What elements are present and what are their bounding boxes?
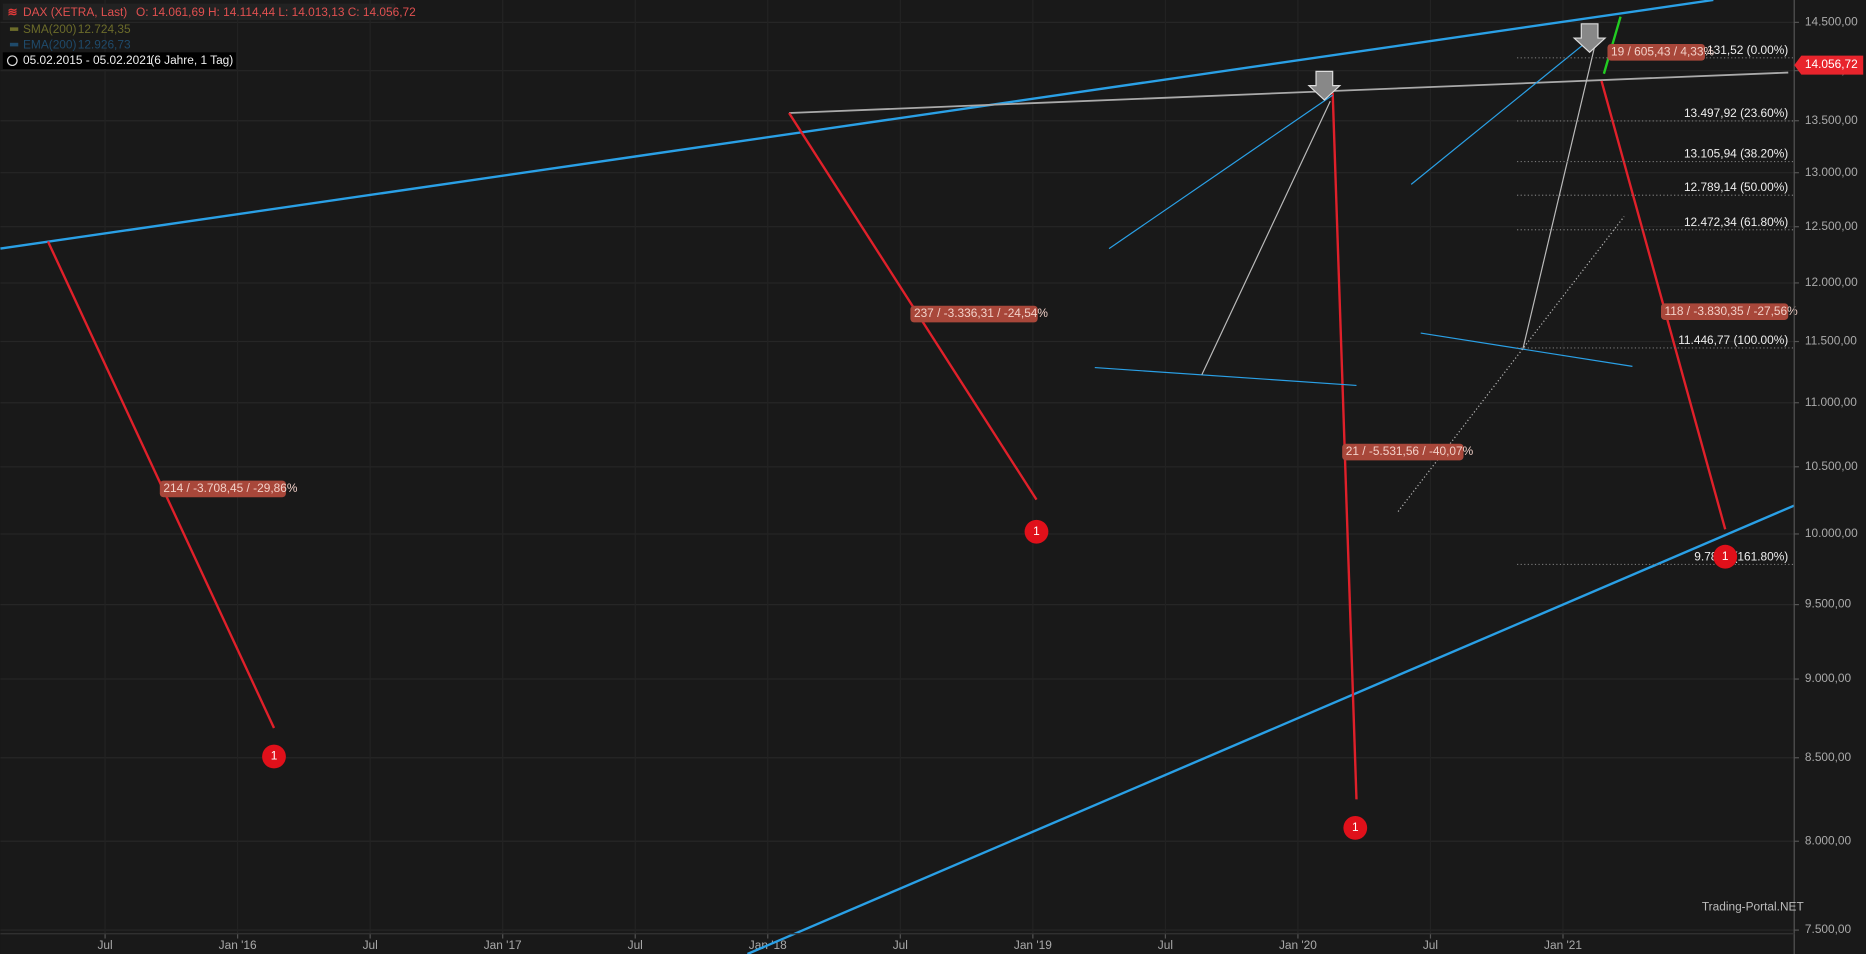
overlay: 14.131,52 (0.00%) 13.497,92 (23.60%) 13.10…	[159, 43, 1799, 840]
fib-label: 12.472,34 (61.80%)	[1684, 215, 1788, 229]
annotation: 19 / 605,43 / 4,33%	[1611, 44, 1714, 58]
marker-label: 1	[271, 749, 278, 763]
annotation-box	[910, 305, 1038, 323]
trend-channel-bottom	[746, 504, 1795, 954]
header-bg	[2, 3, 396, 21]
marker	[1024, 519, 1049, 544]
helper-line	[1201, 100, 1331, 375]
y-tick-label: 12.000,00	[1805, 275, 1858, 289]
y-tick-label: 13.500,00	[1805, 113, 1858, 127]
resistance-line	[789, 71, 1789, 114]
wedge-line	[1094, 366, 1357, 386]
x-tick-label: Jan '20	[1279, 938, 1317, 952]
ema-value: 12.926,73	[78, 37, 131, 51]
date-range: 05.02.2015 - 05.02.2021	[23, 53, 153, 67]
ema-label: EMA(200)	[23, 37, 77, 51]
helper-line	[1522, 47, 1595, 349]
y-tick-label: 10.000,00	[1805, 526, 1858, 540]
clock-icon	[6, 55, 18, 67]
x-tick-label: Jan '17	[484, 938, 522, 952]
sma-value: 12.724,35	[78, 22, 131, 36]
annotation: 237 / -3.336,31 / -24,54%	[914, 306, 1048, 320]
x-tick-label: Jul	[97, 938, 112, 952]
y-tick-label: 8.500,00	[1805, 750, 1852, 764]
x-tick-label: Jan '21	[1544, 938, 1582, 952]
date-span: (6 Jahre, 1 Tag)	[150, 53, 233, 67]
marker	[1343, 816, 1368, 840]
wedge-line	[1420, 332, 1633, 367]
y-tick-label: 9.000,00	[1805, 671, 1852, 685]
annotation: 21 / -5.531,56 / -40,07%	[1346, 444, 1474, 458]
last-price-tag	[1794, 55, 1864, 75]
arrow-down	[1307, 70, 1342, 101]
annotation-box	[1342, 443, 1464, 461]
y-tick-label: 10.500,00	[1805, 459, 1858, 473]
x-tick-label: Jul	[1158, 938, 1173, 952]
fib-label: 13.105,94 (38.20%)	[1684, 147, 1788, 161]
y-tick-label: 13.000,00	[1805, 165, 1858, 179]
x-tick-label: Jan '19	[1014, 938, 1052, 952]
marker	[262, 744, 286, 769]
y-tick-label: 14.500,00	[1805, 14, 1858, 28]
annotation-box	[159, 480, 286, 498]
header-icon: ≋	[8, 5, 18, 19]
x-tick-label: Jul	[893, 938, 908, 952]
y-tick-label: 9.500,00	[1805, 597, 1852, 611]
annotation: 214 / -3.708,45 / -29,86%	[163, 481, 297, 495]
fib-label: 13.497,92 (23.60%)	[1684, 106, 1788, 120]
annotation-box	[1607, 44, 1706, 61]
marker-label: 1	[1722, 549, 1729, 563]
ema-swatch	[9, 42, 19, 47]
fib-label: 12.789,14 (50.00%)	[1684, 180, 1788, 194]
marker-label: 1	[1352, 820, 1359, 834]
y-tick-label: 8.000,00	[1805, 833, 1852, 847]
range-bg	[2, 52, 236, 69]
marker-label: 1	[1033, 524, 1040, 538]
ohlc: O: 14.061,69 H: 14.114,44 L: 14.013,13 C…	[136, 5, 416, 19]
fib-baseline	[1397, 216, 1625, 512]
wedge-line	[1108, 94, 1334, 250]
marker	[1713, 544, 1738, 569]
arrow-down	[1572, 23, 1607, 54]
header: ≋ DAX (XETRA, Last) O: 14.061,69 H: 14.1…	[2, 3, 416, 69]
y-tick-label: 7.500,00	[1805, 922, 1852, 936]
annotation: 118 / -3.830,35 / -27,56%	[1665, 304, 1799, 318]
trend-channel-top	[0, 0, 1714, 250]
annotation-box	[1660, 303, 1789, 320]
y-tick-label: 11.000,00	[1805, 395, 1857, 409]
y-tick-label: 12.500,00	[1805, 219, 1858, 233]
x-tick-label: Jul	[628, 938, 643, 952]
sma-swatch	[9, 27, 19, 31]
fib-label: (161.80%)	[1733, 549, 1788, 563]
symbol: DAX (XETRA, Last)	[23, 5, 127, 19]
fib-label: 9.78	[1694, 549, 1718, 563]
watermark: Trading-Portal.NET	[1702, 900, 1804, 914]
y-tick-label: 11.500,00	[1805, 334, 1857, 348]
x-tick-label: Jan '16	[219, 938, 257, 952]
x-tick-label: Jul	[363, 938, 378, 952]
fib-label: 14.131,52 (0.00%)	[1691, 43, 1789, 57]
fib-label: 11.446,77 (100.00%)	[1678, 333, 1788, 347]
wedge-line	[1410, 35, 1595, 185]
x-tick-label: Jul	[1423, 938, 1438, 952]
last-price-label: 14.056,72	[1805, 57, 1858, 71]
sma-label: SMA(200)	[23, 22, 77, 36]
